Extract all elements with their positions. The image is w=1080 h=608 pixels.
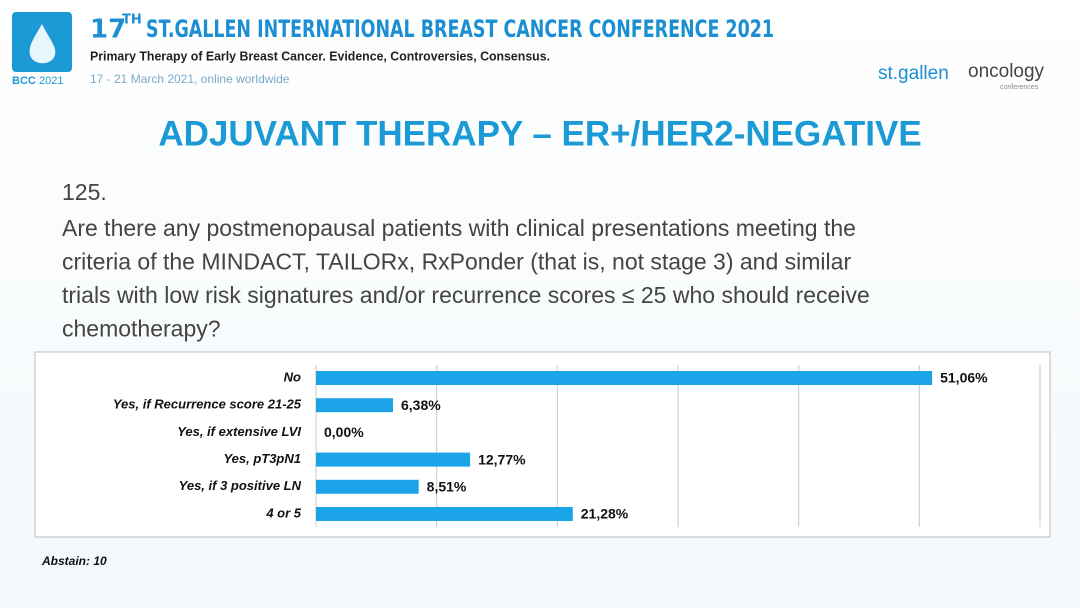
edition-suffix: TH bbox=[122, 13, 142, 28]
category-label: Yes, if extensive LVI bbox=[177, 424, 301, 439]
value-label: 0,00% bbox=[324, 424, 364, 440]
logo-text: BCC bbox=[12, 75, 36, 87]
question-line: trials with low risk signatures and/or r… bbox=[62, 282, 870, 308]
question-line: chemotherapy? bbox=[62, 316, 221, 342]
category-label: Yes, if 3 positive LN bbox=[179, 478, 302, 493]
bar bbox=[316, 507, 573, 521]
brand-part2: oncology bbox=[968, 61, 1045, 82]
bar bbox=[316, 371, 933, 385]
edition-number: 17 bbox=[90, 15, 126, 45]
brand-part3: conferences bbox=[1000, 84, 1039, 91]
question-line: Are there any postmenopausal patients wi… bbox=[62, 215, 856, 241]
value-label: 21,28% bbox=[581, 506, 629, 522]
logo-drop bbox=[29, 24, 56, 64]
category-label: No bbox=[284, 369, 301, 384]
bar bbox=[316, 452, 471, 467]
conference-title: ST.GALLEN INTERNATIONAL BREAST CANCER CO… bbox=[146, 15, 774, 43]
chart: No 51,06% Yes, if Recurrence score 21-25 6,… bbox=[113, 365, 1041, 527]
value-label: 8,51% bbox=[427, 479, 467, 495]
question-number: 125. bbox=[62, 179, 107, 205]
value-label: 51,06% bbox=[940, 370, 988, 386]
footnote: Abstain: 10 bbox=[41, 554, 107, 568]
question-text: Are there any postmenopausal patients wi… bbox=[62, 215, 870, 342]
value-label: 12,77% bbox=[478, 451, 526, 467]
value-label: 6,38% bbox=[401, 397, 441, 413]
bar bbox=[316, 398, 393, 413]
brand-part1: st.gallen bbox=[878, 63, 949, 84]
logo-year: 2021 bbox=[39, 75, 63, 87]
slide-title: ADJUVANT THERAPY – ER+/HER2-NEGATIVE bbox=[158, 114, 921, 153]
question-line: criteria of the MINDACT, TAILORx, RxPond… bbox=[62, 249, 851, 275]
category-label: Yes, pT3pN1 bbox=[223, 451, 301, 466]
bar bbox=[316, 479, 419, 494]
category-label: 4 or 5 bbox=[265, 505, 301, 520]
category-label: Yes, if Recurrence score 21-25 bbox=[113, 397, 302, 412]
conference-subtitle: Primary Therapy of Early Breast Cancer. … bbox=[90, 48, 550, 63]
conference-dates: 17 - 21 March 2021, online worldwide bbox=[90, 72, 290, 86]
